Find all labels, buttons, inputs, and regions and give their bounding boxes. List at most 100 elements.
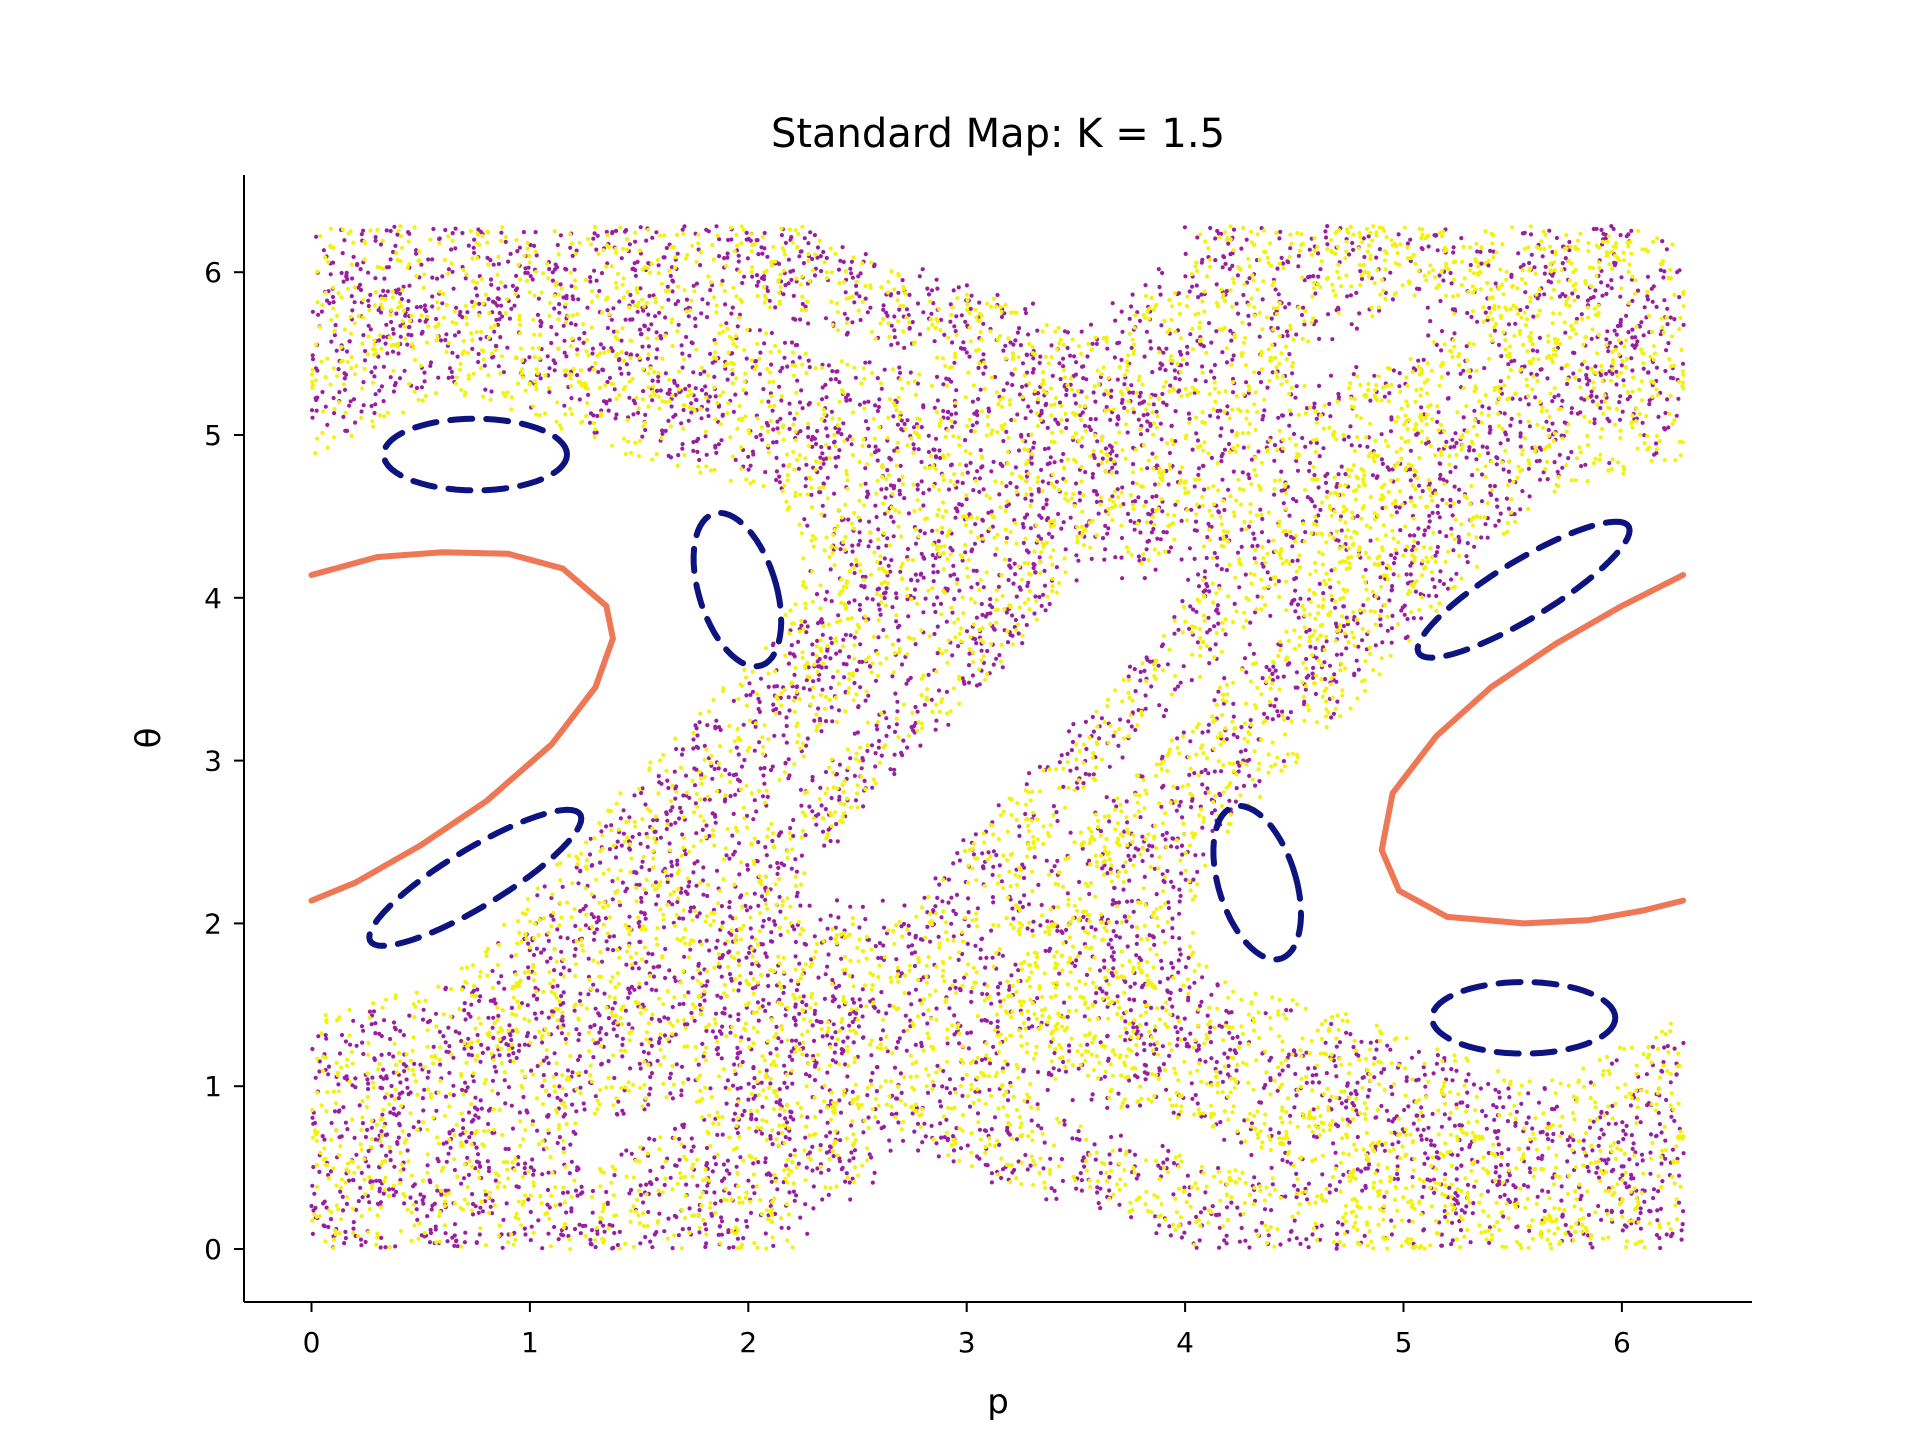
orbit-point bbox=[1498, 379, 1503, 384]
orbit-point bbox=[676, 322, 681, 327]
orbit-point bbox=[1389, 1218, 1394, 1223]
orbit-point bbox=[597, 1013, 602, 1018]
orbit-point bbox=[789, 340, 795, 345]
orbit-point bbox=[1107, 1152, 1112, 1157]
orbit-point bbox=[838, 1110, 844, 1115]
orbit-point bbox=[310, 309, 315, 314]
orbit-point bbox=[422, 303, 428, 308]
orbit-point bbox=[396, 1111, 401, 1116]
orbit-point bbox=[891, 519, 896, 524]
orbit-point bbox=[1630, 298, 1635, 303]
orbit-point bbox=[805, 425, 811, 430]
orbit-point bbox=[1224, 737, 1229, 742]
orbit-point bbox=[949, 379, 954, 384]
orbit-point bbox=[352, 1135, 357, 1140]
orbit-point bbox=[1479, 499, 1485, 504]
orbit-point bbox=[1546, 279, 1551, 284]
orbit-point bbox=[1453, 465, 1458, 470]
orbit-point bbox=[899, 750, 904, 756]
orbit-point bbox=[798, 903, 803, 908]
orbit-point bbox=[1269, 316, 1274, 321]
orbit-point bbox=[797, 400, 803, 405]
orbit-point bbox=[1181, 664, 1186, 669]
orbit-point bbox=[1255, 543, 1260, 548]
orbit-point bbox=[466, 1036, 471, 1041]
orbit-point bbox=[1126, 719, 1131, 724]
orbit-point bbox=[1293, 588, 1298, 593]
orbit-point bbox=[816, 706, 821, 711]
orbit-point bbox=[1125, 430, 1130, 435]
orbit-point bbox=[373, 235, 378, 240]
orbit-point bbox=[906, 991, 912, 996]
orbit-point bbox=[968, 306, 973, 311]
orbit-point bbox=[1397, 371, 1402, 376]
orbit-point bbox=[328, 272, 333, 277]
orbit-point bbox=[896, 969, 901, 974]
orbit-point bbox=[533, 230, 538, 235]
orbit-point bbox=[1126, 853, 1131, 858]
orbit-point bbox=[688, 947, 693, 952]
orbit-point bbox=[1035, 1069, 1041, 1075]
orbit-point bbox=[695, 449, 700, 454]
orbit-point bbox=[679, 1064, 685, 1069]
orbit-point bbox=[712, 766, 717, 772]
orbit-point bbox=[415, 1217, 420, 1222]
orbit-point bbox=[825, 1033, 830, 1038]
orbit-point bbox=[1321, 446, 1326, 451]
orbit-point bbox=[1055, 818, 1060, 824]
orbit-point bbox=[842, 971, 847, 976]
orbit-point bbox=[823, 719, 829, 724]
orbit-point bbox=[1327, 1190, 1332, 1195]
orbit-point bbox=[430, 294, 435, 299]
orbit-point bbox=[734, 1217, 740, 1222]
orbit-point bbox=[658, 835, 664, 840]
orbit-point bbox=[1009, 417, 1014, 423]
orbit-point bbox=[1230, 263, 1235, 268]
orbit-point bbox=[1435, 419, 1440, 424]
orbit-point bbox=[1590, 399, 1595, 404]
orbit-point bbox=[1307, 468, 1312, 474]
orbit-point bbox=[1172, 631, 1177, 636]
orbit-point bbox=[1039, 467, 1044, 472]
orbit-point bbox=[1437, 476, 1443, 481]
orbit-point bbox=[1323, 480, 1329, 485]
orbit-point bbox=[666, 1016, 671, 1021]
orbit-point bbox=[991, 662, 996, 667]
orbit-point bbox=[803, 304, 808, 309]
orbit-point bbox=[941, 1068, 946, 1074]
orbit-point bbox=[455, 1244, 460, 1249]
orbit-point bbox=[1152, 942, 1157, 948]
orbit-point bbox=[599, 829, 604, 834]
orbit-point bbox=[884, 716, 889, 721]
orbit-point bbox=[935, 624, 940, 629]
orbit-point bbox=[1418, 1133, 1424, 1138]
orbit-point bbox=[889, 342, 894, 347]
orbit-point bbox=[757, 372, 763, 377]
orbit-point bbox=[389, 319, 394, 325]
orbit-point bbox=[1415, 431, 1420, 436]
orbit-point bbox=[345, 1127, 350, 1132]
orbit-point bbox=[1008, 340, 1013, 345]
orbit-point bbox=[1351, 372, 1356, 377]
orbit-point bbox=[670, 1096, 676, 1101]
orbit-point bbox=[774, 455, 779, 460]
orbit-point bbox=[483, 387, 488, 392]
orbit-point bbox=[347, 1178, 352, 1183]
orbit-point bbox=[1159, 804, 1164, 809]
orbit-point bbox=[605, 379, 610, 385]
orbit-point bbox=[1388, 1047, 1393, 1052]
orbit-point bbox=[713, 724, 718, 729]
orbit-point bbox=[752, 1076, 757, 1081]
orbit-point bbox=[1189, 805, 1194, 810]
orbit-point bbox=[1145, 428, 1150, 433]
orbit-point bbox=[761, 387, 766, 392]
orbit-point bbox=[772, 733, 777, 738]
orbit-point bbox=[1080, 1158, 1085, 1163]
orbit-point bbox=[558, 282, 563, 287]
orbit-point bbox=[899, 662, 905, 667]
orbit-point bbox=[568, 1142, 573, 1147]
orbit-point bbox=[1439, 1124, 1444, 1129]
orbit-point bbox=[873, 444, 878, 449]
orbit-point bbox=[1350, 1101, 1355, 1106]
orbit-point bbox=[1136, 495, 1141, 500]
